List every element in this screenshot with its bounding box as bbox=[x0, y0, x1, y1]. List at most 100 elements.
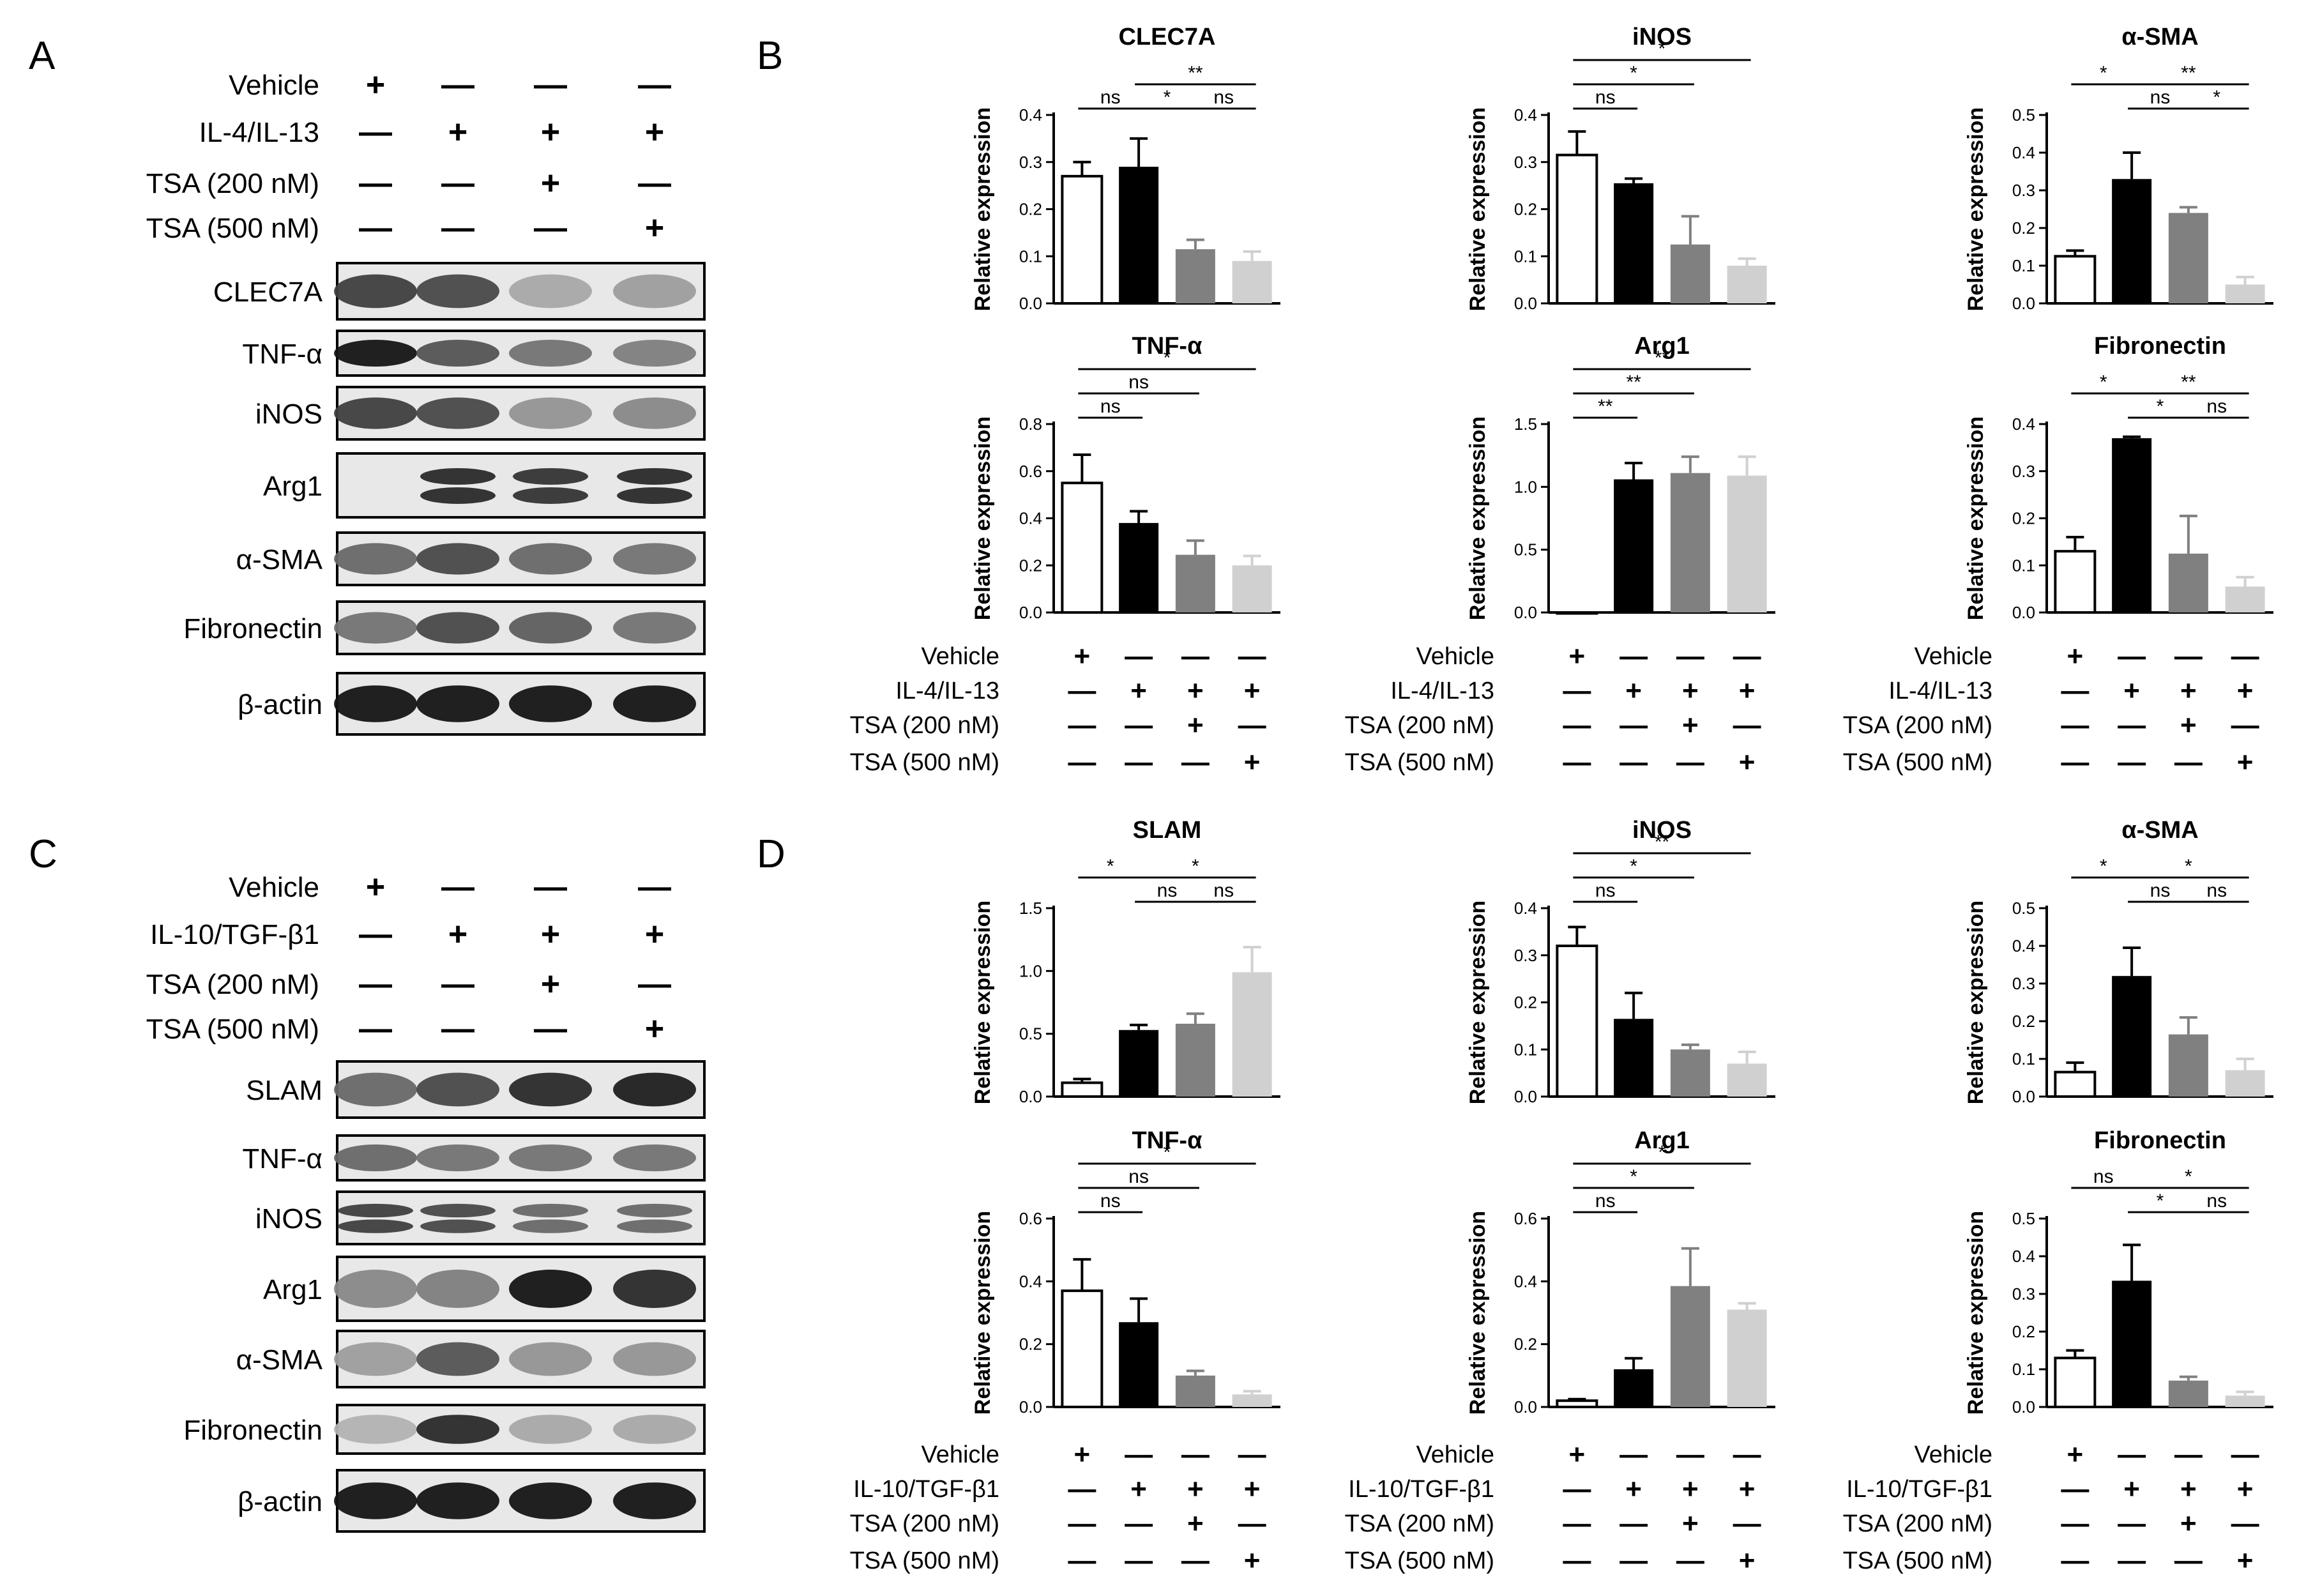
grid-condition-mark: + bbox=[2237, 1545, 2254, 1576]
condition-grid-D-2: Vehicle + — — —IL-10/TGF-β1— + + +TSA (200 nM) —… bbox=[1843, 1439, 2259, 1576]
grid-condition-mark: + bbox=[1130, 675, 1147, 706]
chart-B-4: Arg1 Relative expression 0.0 0.5 1.0 1.5 ** ** *… bbox=[1466, 333, 1775, 622]
bar bbox=[1727, 1063, 1767, 1097]
grid-condition-label: IL-10/TGF-β1 bbox=[1846, 1476, 1992, 1503]
blot-condition-mark: — bbox=[441, 66, 474, 103]
grid-condition-mark: + bbox=[2180, 1508, 2197, 1539]
grid-condition-mark: — bbox=[2231, 1439, 2259, 1470]
bar bbox=[1061, 1289, 1104, 1409]
blot-band bbox=[613, 340, 696, 367]
bar bbox=[1670, 244, 1710, 303]
bar bbox=[1061, 482, 1104, 614]
grid-condition-mark: + bbox=[1187, 710, 1204, 741]
grid-condition-mark: + bbox=[1074, 641, 1091, 672]
y-tick-label: 0.3 bbox=[1514, 153, 1537, 172]
blot-row-label: Fibronectin bbox=[183, 1415, 322, 1446]
grid-condition-label: Vehicle bbox=[1416, 1441, 1494, 1468]
blot-band bbox=[334, 1270, 417, 1308]
condition-grid-D-0: Vehicle + — — —IL-10/TGF-β1— + + +TSA (200 nM) —… bbox=[850, 1439, 1266, 1576]
y-tick-label: 0.5 bbox=[2012, 105, 2035, 125]
bar bbox=[2225, 586, 2265, 612]
y-tick-label: 0.2 bbox=[1019, 1335, 1042, 1354]
grid-condition-mark: — bbox=[2174, 641, 2203, 672]
blot-band bbox=[617, 1219, 692, 1233]
grid-condition-mark: + bbox=[2123, 1473, 2140, 1505]
significance-label: * bbox=[1192, 856, 1199, 877]
chart-title: Arg1 bbox=[1634, 333, 1690, 360]
grid-condition-mark: + bbox=[2180, 675, 2197, 706]
y-tick-label: 0.6 bbox=[1019, 1209, 1042, 1228]
blot-band bbox=[420, 1203, 496, 1218]
significance-label: * bbox=[2185, 856, 2192, 877]
grid-condition-mark: — bbox=[1563, 1508, 1591, 1539]
bar bbox=[1614, 479, 1654, 612]
bar bbox=[1556, 1399, 1598, 1409]
grid-condition-mark: + bbox=[2237, 1473, 2254, 1505]
bar bbox=[1727, 475, 1767, 612]
y-axis-label: Relative expression bbox=[971, 1211, 995, 1415]
blot-condition-mark: — bbox=[638, 165, 671, 202]
grid-condition-mark: — bbox=[1181, 641, 1210, 672]
bar bbox=[1175, 249, 1215, 303]
chart-title: TNF-α bbox=[1132, 1127, 1202, 1154]
grid-condition-mark: — bbox=[1676, 1439, 1704, 1470]
bar bbox=[1119, 522, 1159, 612]
grid-condition-mark: — bbox=[1676, 747, 1704, 778]
y-tick-label: 0.1 bbox=[1514, 247, 1537, 266]
grid-condition-mark: + bbox=[1187, 1508, 1204, 1539]
blot-band bbox=[334, 340, 417, 367]
blot-condition-mark: — bbox=[638, 966, 671, 1003]
significance-label: ns bbox=[1100, 87, 1121, 108]
blot-band bbox=[613, 1072, 696, 1107]
bar bbox=[1556, 945, 1598, 1098]
y-tick-label: 0.1 bbox=[2012, 1049, 2035, 1068]
grid-condition-mark: — bbox=[1125, 710, 1153, 741]
significance-label: ** bbox=[1188, 63, 1203, 84]
blot-band bbox=[416, 1270, 499, 1308]
grid-condition-mark: — bbox=[2118, 641, 2146, 672]
chart-B-1: iNOS Relative expression 0.0 0.1 0.2 0.3 0.4 ns… bbox=[1466, 24, 1775, 313]
grid-condition-label: TSA (200 nM) bbox=[850, 712, 999, 739]
blot-condition-mark: — bbox=[638, 869, 671, 906]
grid-condition-label: IL-4/IL-13 bbox=[1390, 678, 1494, 704]
blot-row-label: β-actin bbox=[238, 1486, 322, 1517]
grid-condition-mark: — bbox=[1068, 1508, 1096, 1539]
grid-condition-mark: + bbox=[1130, 1473, 1147, 1505]
blot-band bbox=[513, 468, 588, 485]
y-tick-label: 0.0 bbox=[2012, 603, 2035, 622]
blot-condition-mark: — bbox=[359, 165, 392, 202]
significance-label: ns bbox=[2093, 1166, 2114, 1187]
significance-label: ** bbox=[1626, 372, 1641, 393]
blot-band bbox=[416, 1482, 499, 1519]
panel-letter-A: A bbox=[29, 34, 56, 78]
grid-condition-mark: — bbox=[1620, 1439, 1648, 1470]
chart-B-0: CLEC7A Relative expression 0.0 0.1 0.2 0.3 0.4… bbox=[971, 24, 1280, 313]
grid-condition-mark: — bbox=[1125, 1545, 1153, 1576]
chart-D-7: iNOS Relative expression 0.0 0.1 0.2 0.3 0.4 ns… bbox=[1466, 817, 1775, 1106]
panel-letter-D: D bbox=[757, 832, 785, 876]
grid-condition-mark: — bbox=[2118, 710, 2146, 741]
blot-condition-mark: — bbox=[534, 1010, 567, 1047]
grid-condition-mark: — bbox=[1733, 641, 1761, 672]
blot-band bbox=[420, 487, 496, 504]
blot-condition-mark: + bbox=[448, 916, 467, 953]
grid-condition-mark: + bbox=[1682, 675, 1699, 706]
significance-label: ** bbox=[2181, 63, 2196, 84]
grid-condition-mark: — bbox=[1676, 641, 1704, 672]
significance-label: * bbox=[2157, 396, 2164, 417]
bar bbox=[2054, 1357, 2097, 1409]
blot-band bbox=[334, 685, 417, 722]
bar bbox=[2168, 553, 2208, 612]
grid-condition-label: Vehicle bbox=[1914, 643, 1992, 670]
significance-label: ns bbox=[2206, 1190, 2227, 1212]
grid-condition-mark: + bbox=[2123, 675, 2140, 706]
grid-condition-mark: + bbox=[1682, 1473, 1699, 1505]
blot-band bbox=[613, 397, 696, 429]
blot-band bbox=[416, 612, 499, 644]
blot-condition-mark: + bbox=[541, 916, 560, 953]
chart-D-10: Arg1 Relative expression 0.0 0.2 0.4 0.6 ns * * bbox=[1466, 1127, 1775, 1417]
blot-condition-mark: — bbox=[441, 165, 474, 202]
significance-label: * bbox=[1630, 63, 1637, 84]
grid-condition-mark: + bbox=[1074, 1439, 1091, 1470]
blot-band bbox=[334, 1144, 417, 1171]
